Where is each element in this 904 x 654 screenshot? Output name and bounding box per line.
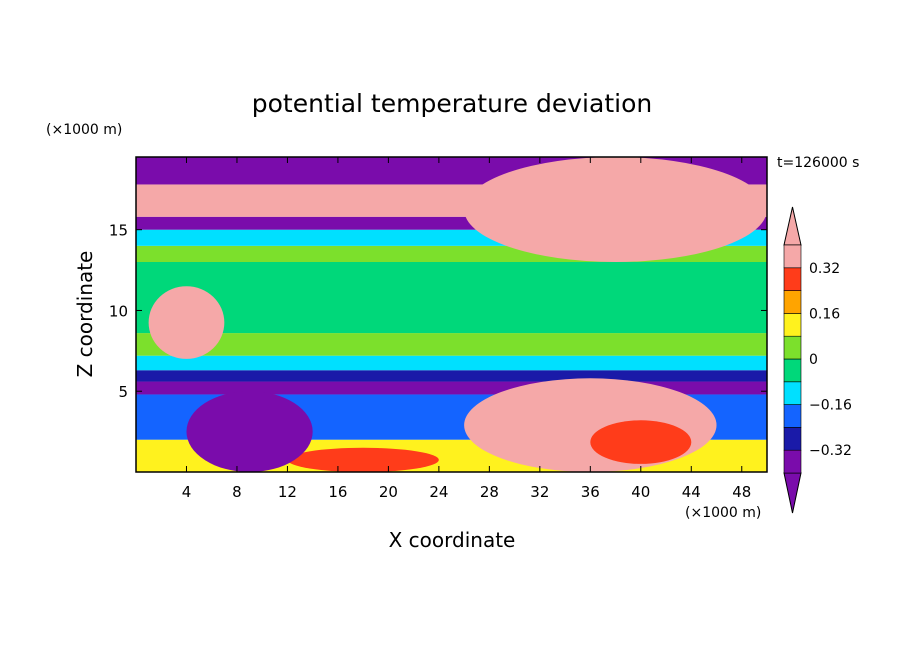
contour-cold-pool (186, 391, 313, 472)
contour-warm-surface (287, 447, 439, 472)
y-unit-label: (×1000 m) (46, 122, 122, 138)
y-tick-label: 5 (118, 383, 128, 401)
x-unit-label: (×1000 m) (685, 505, 761, 521)
y-tick-label: 10 (109, 302, 128, 320)
colorbar-tick-label: −0.32 (809, 443, 852, 459)
colorbar-swatch (783, 358, 802, 383)
contour-band (136, 355, 767, 371)
colorbar-swatch (783, 381, 802, 405)
colorbar-tick-label: −0.16 (809, 398, 852, 414)
colorbar-swatch (783, 267, 802, 291)
colorbar-swatch (783, 335, 802, 360)
colorbar-swatch (783, 244, 802, 269)
colorbar-tick-label: 0 (809, 352, 818, 368)
colorbar-tick-label: 0.16 (809, 306, 840, 322)
colorbar-swatch (783, 404, 802, 428)
y-axis: 5 10 15 (109, 222, 767, 401)
x-tick-label: 8 (232, 483, 242, 501)
time-label: t=126000 s (777, 155, 859, 171)
x-tick-label: 24 (429, 483, 448, 501)
x-tick-label: 4 (182, 483, 192, 501)
x-tick-label: 48 (732, 483, 751, 501)
colorbar-swatch (783, 290, 802, 314)
x-tick-label: 28 (480, 483, 499, 501)
y-axis-label: Z coordinate (73, 251, 97, 378)
x-axis: 4 8 12 16 20 24 28 32 36 40 44 48 (182, 157, 751, 501)
colorbar-swatch (783, 449, 802, 474)
x-tick-label: 44 (682, 483, 701, 501)
chart-title: potential temperature deviation (252, 89, 652, 118)
contour-band (136, 370, 767, 382)
colorbar-swatch (783, 427, 802, 451)
x-tick-label: 40 (631, 483, 650, 501)
contour-plot (136, 157, 767, 472)
contour-warm-core (590, 420, 692, 464)
colorbar-extend-max (783, 206, 802, 246)
x-tick-label: 12 (278, 483, 297, 501)
contour-band (136, 262, 767, 334)
x-axis-label: X coordinate (389, 528, 516, 552)
x-tick-label: 36 (581, 483, 600, 501)
contour-warm-plume (464, 378, 717, 472)
colorbar-extend-min (783, 472, 802, 514)
contour-warm-upper (464, 157, 767, 262)
x-tick-label: 20 (379, 483, 398, 501)
plot-frame (135, 156, 768, 473)
colorbar-tick-label: 0.32 (809, 261, 840, 277)
x-tick-label: 32 (530, 483, 549, 501)
colorbar: 0.32 0.16 0 −0.16 −0.32 (783, 206, 852, 514)
y-tick-label: 15 (109, 222, 128, 240)
colorbar-swatch (783, 313, 802, 337)
contour-warm-patch (148, 286, 225, 359)
x-tick-label: 16 (328, 483, 347, 501)
contour-band (136, 333, 767, 356)
